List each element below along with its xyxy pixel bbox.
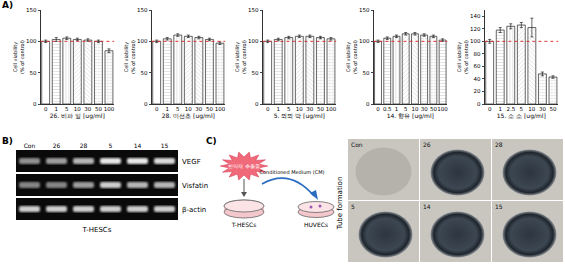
svg-text:30: 30 xyxy=(84,106,91,112)
svg-text:한약재 추출물: 한약재 추출물 xyxy=(228,163,260,169)
svg-text:50: 50 xyxy=(549,106,556,112)
svg-text:2.5: 2.5 xyxy=(506,106,515,112)
svg-text:B): B) xyxy=(2,136,13,146)
svg-text:150: 150 xyxy=(359,7,370,13)
svg-text:HUVECs: HUVECs xyxy=(304,221,328,228)
svg-text:10: 10 xyxy=(185,106,192,112)
svg-text:120: 120 xyxy=(470,26,481,32)
svg-text:β-actin: β-actin xyxy=(182,206,206,214)
svg-text:1: 1 xyxy=(165,106,169,112)
svg-text:5: 5 xyxy=(351,203,355,210)
svg-text:150: 150 xyxy=(137,7,148,13)
svg-text:28: 28 xyxy=(495,141,503,148)
svg-text:5: 5 xyxy=(520,106,524,112)
svg-text:0: 0 xyxy=(266,106,270,112)
svg-text:100: 100 xyxy=(215,106,226,112)
svg-text:VEGF: VEGF xyxy=(182,158,201,166)
svg-text:5: 5 xyxy=(65,106,69,112)
svg-text:0: 0 xyxy=(488,106,492,112)
svg-text:100: 100 xyxy=(104,106,115,112)
svg-text:1: 1 xyxy=(54,106,58,112)
svg-text:26: 26 xyxy=(53,142,61,149)
svg-text:100: 100 xyxy=(470,38,481,44)
svg-text:26. 비파 잎 [ug/ml]: 26. 비파 잎 [ug/ml] xyxy=(50,112,105,120)
svg-text:30: 30 xyxy=(306,106,313,112)
svg-text:40: 40 xyxy=(474,76,481,82)
svg-text:140: 140 xyxy=(470,13,481,19)
svg-text:T-HESCs: T-HESCs xyxy=(82,226,112,234)
svg-text:Con: Con xyxy=(24,142,36,149)
svg-text:50: 50 xyxy=(430,106,437,112)
svg-text:1: 1 xyxy=(276,106,280,112)
svg-text:15: 15 xyxy=(495,203,503,210)
svg-text:T-HESCs: T-HESCs xyxy=(231,221,257,228)
svg-text:Visfatin: Visfatin xyxy=(182,182,208,190)
svg-text:C): C) xyxy=(206,136,217,146)
svg-text:50: 50 xyxy=(141,70,148,76)
svg-text:20: 20 xyxy=(474,88,481,94)
svg-text:Tube formation: Tube formation xyxy=(336,177,344,231)
svg-text:0: 0 xyxy=(255,101,259,107)
svg-text:28: 28 xyxy=(80,142,88,149)
svg-text:Cell viability(% of control): Cell viability(% of control) xyxy=(456,40,469,74)
svg-text:5: 5 xyxy=(109,142,113,149)
svg-text:14. 향유 [ug/ml]: 14. 향유 [ug/ml] xyxy=(387,112,434,120)
svg-text:50: 50 xyxy=(30,70,37,76)
svg-text:30: 30 xyxy=(421,106,428,112)
svg-text:0.5: 0.5 xyxy=(383,106,392,112)
svg-text:10: 10 xyxy=(74,106,81,112)
svg-text:Cell viability(% of control): Cell viability(% of control) xyxy=(234,40,247,74)
svg-text:5: 5 xyxy=(176,106,180,112)
svg-text:Conditioned Medium (CM): Conditioned Medium (CM) xyxy=(260,169,325,175)
svg-text:10: 10 xyxy=(528,106,535,112)
svg-text:50: 50 xyxy=(206,106,213,112)
svg-text:30: 30 xyxy=(539,106,546,112)
html-text:A): A) xyxy=(2,0,14,10)
svg-text:100: 100 xyxy=(359,38,370,44)
svg-text:60: 60 xyxy=(474,63,481,69)
svg-text:5. 뫼뫼 박 [ug/ml]: 5. 뫼뫼 박 [ug/ml] xyxy=(274,112,325,120)
svg-text:0: 0 xyxy=(33,101,37,107)
svg-text:0: 0 xyxy=(376,106,380,112)
svg-text:50: 50 xyxy=(252,70,259,76)
svg-text:150: 150 xyxy=(248,7,259,13)
svg-text:28. 미선초 [ug/ml]: 28. 미선초 [ug/ml] xyxy=(162,112,215,120)
svg-text:14: 14 xyxy=(423,203,431,210)
svg-text:100: 100 xyxy=(248,38,259,44)
svg-text:100: 100 xyxy=(326,106,337,112)
svg-text:100: 100 xyxy=(26,38,37,44)
svg-text:26: 26 xyxy=(423,141,431,148)
svg-text:10: 10 xyxy=(411,106,418,112)
svg-text:0: 0 xyxy=(44,106,48,112)
svg-text:5: 5 xyxy=(404,106,408,112)
svg-text:5: 5 xyxy=(287,106,291,112)
svg-text:15. 소 소 [ug/ml]: 15. 소 소 [ug/ml] xyxy=(497,112,546,120)
svg-text:0: 0 xyxy=(155,106,159,112)
svg-text:80: 80 xyxy=(474,51,481,57)
svg-text:100: 100 xyxy=(437,106,448,112)
svg-text:50: 50 xyxy=(95,106,102,112)
svg-text:0: 0 xyxy=(477,101,481,107)
svg-text:14: 14 xyxy=(134,142,142,149)
svg-text:1: 1 xyxy=(498,106,502,112)
svg-text:0: 0 xyxy=(144,101,148,107)
svg-text:150: 150 xyxy=(26,7,37,13)
svg-text:10: 10 xyxy=(296,106,303,112)
svg-text:15: 15 xyxy=(161,142,169,149)
svg-text:50: 50 xyxy=(363,70,370,76)
svg-text:50: 50 xyxy=(317,106,324,112)
svg-text:0: 0 xyxy=(366,101,370,107)
svg-text:Con: Con xyxy=(351,141,363,148)
svg-text:Cell viability(% of control): Cell viability(% of control) xyxy=(123,40,136,74)
svg-text:100: 100 xyxy=(137,38,148,44)
svg-text:1: 1 xyxy=(395,106,399,112)
svg-text:30: 30 xyxy=(195,106,202,112)
svg-text:Cell viability(% of control): Cell viability(% of control) xyxy=(345,40,358,74)
svg-text:Cell viability(% of control): Cell viability(% of control) xyxy=(12,40,25,74)
